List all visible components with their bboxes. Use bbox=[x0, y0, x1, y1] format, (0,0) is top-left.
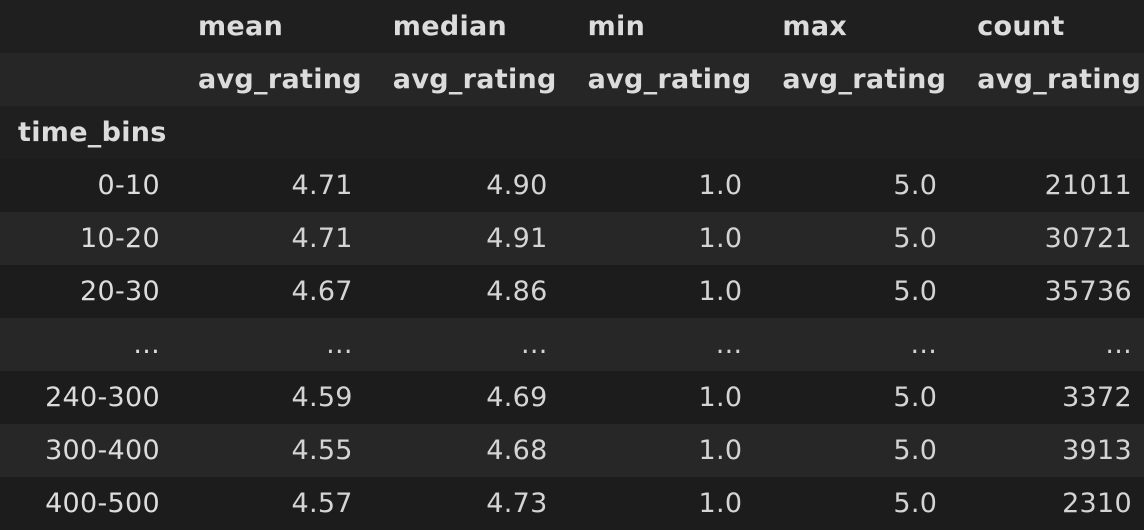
cell-count: ... bbox=[1105, 329, 1132, 360]
cell-count: 3913 bbox=[1062, 435, 1132, 466]
cell-max: 5.0 bbox=[893, 223, 938, 254]
row-index-label: 300-400 bbox=[45, 435, 160, 466]
cell-mean: 4.55 bbox=[291, 435, 353, 466]
row-index-label: 400-500 bbox=[45, 488, 160, 519]
column-header-field: avg_rating bbox=[392, 64, 557, 95]
cell-count: 30721 bbox=[1044, 223, 1132, 254]
cell-max: 5.0 bbox=[893, 382, 938, 413]
cell-mean: 4.71 bbox=[291, 170, 353, 201]
cell-mean: 4.71 bbox=[291, 223, 353, 254]
cell-count: 35736 bbox=[1044, 276, 1132, 307]
table-row: 240-300 4.59 4.69 1.0 5.0 3372 bbox=[0, 371, 1144, 424]
header-row-field: avg_rating avg_rating avg_rating avg_rat… bbox=[0, 53, 1144, 106]
cell-median: ... bbox=[520, 329, 548, 360]
table-row: 400-500 4.57 4.73 1.0 5.0 2310 bbox=[0, 477, 1144, 530]
cell-max: ... bbox=[910, 329, 938, 360]
cell-min: 1.0 bbox=[698, 435, 743, 466]
cell-mean: 4.59 bbox=[291, 382, 353, 413]
cell-max: 5.0 bbox=[893, 170, 938, 201]
cell-median: 4.90 bbox=[486, 170, 548, 201]
cell-mean: ... bbox=[326, 329, 353, 360]
cell-min: 1.0 bbox=[698, 170, 743, 201]
corner-cell bbox=[0, 0, 170, 53]
cell-max: 5.0 bbox=[893, 276, 938, 307]
row-index-label: 20-30 bbox=[80, 276, 160, 307]
column-header-stat: count bbox=[977, 11, 1065, 42]
table-row: 300-400 4.55 4.68 1.0 5.0 3913 bbox=[0, 424, 1144, 477]
table-row: 20-30 4.67 4.86 1.0 5.0 35736 bbox=[0, 265, 1144, 318]
cell-min: 1.0 bbox=[698, 276, 743, 307]
corner-cell bbox=[0, 53, 170, 106]
cell-max: 5.0 bbox=[893, 435, 938, 466]
cell-min: ... bbox=[715, 329, 743, 360]
cell-count: 2310 bbox=[1062, 488, 1132, 519]
table-row: 10-20 4.71 4.91 1.0 5.0 30721 bbox=[0, 212, 1144, 265]
cell-count: 21011 bbox=[1044, 170, 1132, 201]
row-index-label: 0-10 bbox=[97, 170, 160, 201]
column-header-stat: mean bbox=[198, 11, 284, 42]
cell-median: 4.69 bbox=[486, 382, 548, 413]
row-index-label: 10-20 bbox=[80, 223, 160, 254]
table-row: 0-10 4.71 4.90 1.0 5.0 21011 bbox=[0, 159, 1144, 212]
cell-count: 3372 bbox=[1062, 382, 1132, 413]
column-header-stat: median bbox=[392, 11, 508, 42]
cell-median: 4.73 bbox=[486, 488, 548, 519]
cell-max: 5.0 bbox=[893, 488, 938, 519]
column-header-field: avg_rating bbox=[587, 64, 752, 95]
column-header-field: avg_rating bbox=[977, 64, 1142, 95]
column-header-field: avg_rating bbox=[782, 64, 947, 95]
cell-median: 4.68 bbox=[486, 435, 548, 466]
cell-mean: 4.57 bbox=[291, 488, 353, 519]
cell-median: 4.86 bbox=[486, 276, 548, 307]
row-index-label: ... bbox=[133, 329, 160, 360]
cell-median: 4.91 bbox=[486, 223, 548, 254]
column-header-stat: min bbox=[587, 11, 646, 42]
column-header-field: avg_rating bbox=[198, 64, 362, 95]
column-header-stat: max bbox=[782, 11, 848, 42]
index-name-header: time_bins bbox=[18, 117, 167, 148]
cell-mean: 4.67 bbox=[291, 276, 353, 307]
row-index-label: 240-300 bbox=[45, 382, 160, 413]
table-row-ellipsis: ... ... ... ... ... ... bbox=[0, 318, 1144, 371]
header-row-stat: mean median min max count bbox=[0, 0, 1144, 53]
cell-min: 1.0 bbox=[698, 488, 743, 519]
header-row-index-name: time_bins bbox=[0, 106, 1144, 159]
cell-min: 1.0 bbox=[698, 223, 743, 254]
cell-min: 1.0 bbox=[698, 382, 743, 413]
